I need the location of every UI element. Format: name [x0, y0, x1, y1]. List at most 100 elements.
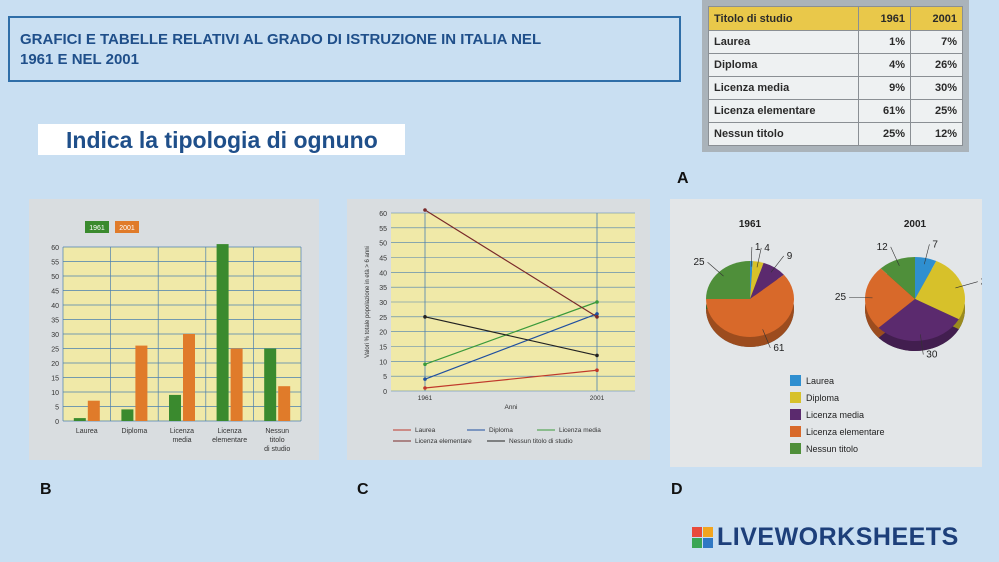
logo-squares-icon — [692, 526, 713, 548]
y-tick-label: 15 — [379, 345, 387, 352]
instruction-box: Indica la tipologia di ognuno — [38, 124, 405, 155]
slice-value-label: 26 — [981, 277, 982, 288]
y-tick-label: 10 — [51, 390, 59, 397]
slice-leader-line — [920, 334, 924, 355]
bar — [264, 348, 277, 421]
bar — [135, 345, 148, 421]
legend-label: Nessun titolo — [806, 444, 858, 454]
bar — [169, 394, 181, 421]
header-line-1: GRAFICI E TABELLE RELATIVI AL GRADO DI I… — [20, 31, 542, 48]
y-tick-label: 0 — [55, 419, 59, 426]
table-cell: Diploma — [708, 53, 859, 77]
slice-leader-line — [923, 244, 930, 265]
y-tick-label: 50 — [379, 241, 387, 248]
header-line-2: 1961 E NEL 2001 — [20, 51, 139, 68]
slice-value-label: 25 — [693, 257, 705, 268]
data-point — [595, 300, 599, 304]
table-cell: Laurea — [708, 30, 859, 54]
x-tick-label: Nessun — [265, 428, 289, 435]
x-tick-label: Licenza — [170, 428, 194, 435]
y-tick-label: 5 — [55, 405, 59, 412]
data-point — [595, 368, 599, 373]
x-tick-label: media — [172, 437, 191, 444]
series-line — [424, 316, 598, 356]
y-tick-label: 25 — [51, 347, 59, 354]
y-tick-label: 55 — [51, 260, 59, 267]
legend-label: Laurea — [806, 376, 834, 386]
x-tick-label: 1961 — [418, 395, 433, 402]
y-tick-label: 5 — [383, 374, 387, 381]
legend-swatch — [790, 375, 801, 386]
slice-value-label: 25 — [835, 292, 847, 303]
y-tick-label: 60 — [379, 211, 387, 218]
table-cell: 1% — [858, 30, 911, 54]
pie-slice — [706, 274, 794, 337]
y-tick-label: 40 — [379, 270, 387, 277]
line-chart: 0 5 10 15 20 25 30 35 40 45 50 55 60 1961 2001 Anni Valo… — [365, 208, 635, 445]
slice-leader-line — [890, 246, 900, 266]
table-row: Licenza elementare 61% 25% — [708, 99, 963, 123]
slice-leader-line — [750, 247, 753, 267]
slice-value-label: 1 — [755, 242, 761, 253]
legend-label: Diploma — [489, 427, 513, 434]
table-row: Nessun titolo 25% 12% — [708, 122, 963, 146]
legend-label: Licenza media — [806, 410, 864, 420]
y-tick-label: 0 — [383, 389, 387, 396]
bar — [183, 334, 195, 421]
table-cell: 9% — [858, 76, 911, 100]
bar — [230, 348, 243, 421]
x-tick-label: titolo — [270, 437, 285, 444]
series-line — [424, 301, 598, 365]
slice-value-label: 7 — [932, 239, 938, 250]
y-tick-label: 10 — [379, 359, 387, 366]
legend-label: Diploma — [806, 393, 839, 403]
y-tick-label: 25 — [379, 315, 387, 322]
pie-slice — [880, 257, 915, 299]
pie-slice — [865, 268, 915, 328]
pie-slice — [750, 262, 784, 299]
slice-value-label: 12 — [877, 242, 889, 253]
line-chart-photo: 0 5 10 15 20 25 30 35 40 45 50 55 60 1961 2001 Anni Valo… — [347, 199, 650, 460]
data-point — [595, 315, 599, 319]
legend-swatch — [85, 221, 109, 233]
table-cell: 30% — [910, 76, 963, 100]
y-tick-label: 20 — [379, 330, 387, 337]
legend-label: 2001 — [119, 225, 135, 232]
table-photo: Titolo di studio 1961 2001 Laurea 1% 7% … — [702, 0, 969, 152]
slice-leader-line — [770, 255, 784, 273]
x-tick-label: Diploma — [122, 428, 148, 435]
data-point — [423, 362, 427, 367]
label-d: D — [671, 481, 683, 498]
table-cell: Nessun titolo — [708, 122, 859, 146]
y-tick-label: 45 — [51, 289, 59, 296]
bar — [87, 400, 100, 421]
slice-leader-line — [756, 247, 762, 268]
slice-leader-line — [849, 296, 873, 299]
label-a: A — [677, 170, 689, 187]
y-tick-label: 35 — [51, 318, 59, 325]
table-row: Licenza media 9% 30% — [708, 76, 963, 100]
x-tick-label: di studio — [264, 446, 290, 453]
y-tick-label: 45 — [379, 256, 387, 263]
table-cell: 25% — [858, 122, 911, 146]
table-cell: Licenza elementare — [708, 99, 859, 123]
table-header-cell: 2001 — [910, 6, 963, 31]
pie-title: 1961 — [739, 219, 762, 230]
bar — [216, 244, 229, 421]
legend-swatch — [790, 443, 801, 454]
data-point — [595, 312, 599, 316]
series-line — [424, 313, 598, 380]
pie-slice — [915, 260, 965, 320]
bar — [278, 386, 291, 421]
legend-label: Nessun titolo di studio — [509, 438, 573, 445]
bar — [121, 409, 134, 421]
slice-value-label: 61 — [773, 343, 785, 354]
pie-title: 2001 — [904, 219, 927, 230]
pie-slice — [750, 261, 764, 299]
table-row: Diploma 4% 26% — [708, 53, 963, 77]
x-tick-label: 2001 — [590, 395, 605, 402]
bar-chart: 0 5 10 15 20 25 30 35 40 45 50 55 60 Laurea Diploma Lic… — [51, 221, 302, 453]
pie-slice — [878, 299, 959, 341]
slice-value-label: 9 — [787, 251, 793, 262]
x-tick-label: Licenza — [218, 428, 242, 435]
